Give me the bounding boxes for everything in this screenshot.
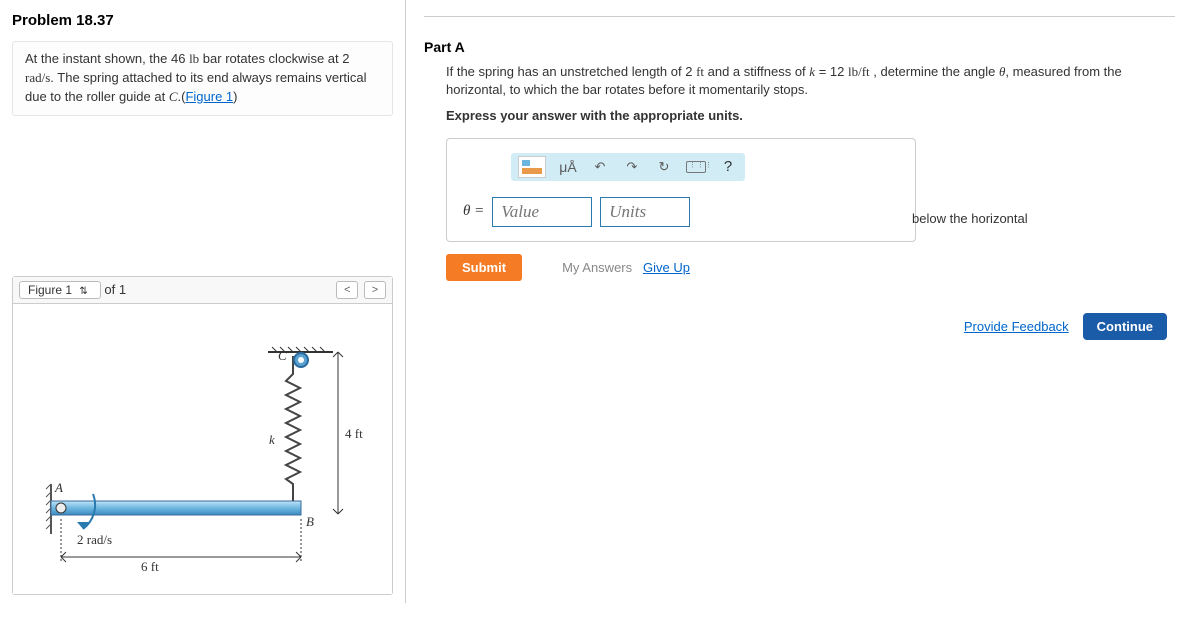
reset-icon[interactable]: ↻ [653,157,675,177]
problem-title: Problem 18.37 [12,12,393,29]
theta-label: θ = [463,203,484,220]
label-b: B [306,514,314,530]
units-input[interactable] [600,197,690,227]
template-icon[interactable] [517,157,547,177]
continue-button[interactable]: Continue [1083,313,1167,340]
desc-text: ) [233,89,237,104]
next-figure-button[interactable]: > [364,281,386,299]
figure-count: of 1 [104,282,126,297]
desc-text: At the instant shown, the 46 [25,51,189,66]
prev-figure-button[interactable]: < [336,281,358,299]
figure-panel: Figure 1 ⇅ of 1 < > [12,276,393,595]
give-up-link[interactable]: Give Up [643,260,690,275]
answer-toolbar: μÅ ↶ ↷ ↻ ? [511,153,745,181]
undo-icon[interactable]: ↶ [589,157,611,177]
part-title: Part A [424,39,1175,55]
help-button[interactable]: ? [717,157,739,177]
unit-lbft: lb/ft [848,64,870,79]
var-c: C [169,89,178,104]
q-text: If the spring has an unstretched length … [446,64,696,79]
figure-link[interactable]: Figure 1 [185,89,233,104]
figure-diagram: A B C k 4 ft 6 ft 2 rad/s [13,304,392,594]
redo-icon[interactable]: ↷ [621,157,643,177]
units-tool-button[interactable]: μÅ [557,157,579,177]
answer-box: μÅ ↶ ↷ ↻ ? θ = [446,138,916,242]
diagram-svg [13,304,393,594]
divider [424,16,1175,17]
q-text: , determine the angle [870,64,999,79]
part-question: If the spring has an unstretched length … [446,63,1153,99]
desc-text: bar rotates clockwise at 2 [199,51,349,66]
instruction: Express your answer with the appropriate… [446,107,1153,125]
label-a: A [55,480,63,496]
label-c: C [278,348,287,364]
q-text: and a stiffness of [704,64,809,79]
keyboard-icon[interactable] [685,157,707,177]
provide-feedback-link[interactable]: Provide Feedback [964,319,1069,334]
problem-description: At the instant shown, the 46 lb bar rota… [12,41,393,116]
label-k: k [269,432,275,448]
submit-button[interactable]: Submit [446,254,522,281]
unit-ft: ft [696,64,704,79]
unit-lb: lb [189,51,199,66]
q-text: = 12 [815,64,848,79]
dim-6ft: 6 ft [141,559,159,575]
dim-4ft: 4 ft [345,426,363,442]
figure-label-text: Figure 1 [28,283,72,297]
figure-header: Figure 1 ⇅ of 1 < > [13,277,392,304]
below-horizontal-text: below the horizontal [912,211,1028,226]
unit-rads: rad/s [25,70,50,85]
value-input[interactable] [492,197,592,227]
stepper-icon[interactable]: ⇅ [79,286,87,297]
rotation-label: 2 rad/s [77,532,112,548]
my-answers-label: My Answers [562,260,632,275]
figure-label[interactable]: Figure 1 ⇅ [19,281,101,299]
